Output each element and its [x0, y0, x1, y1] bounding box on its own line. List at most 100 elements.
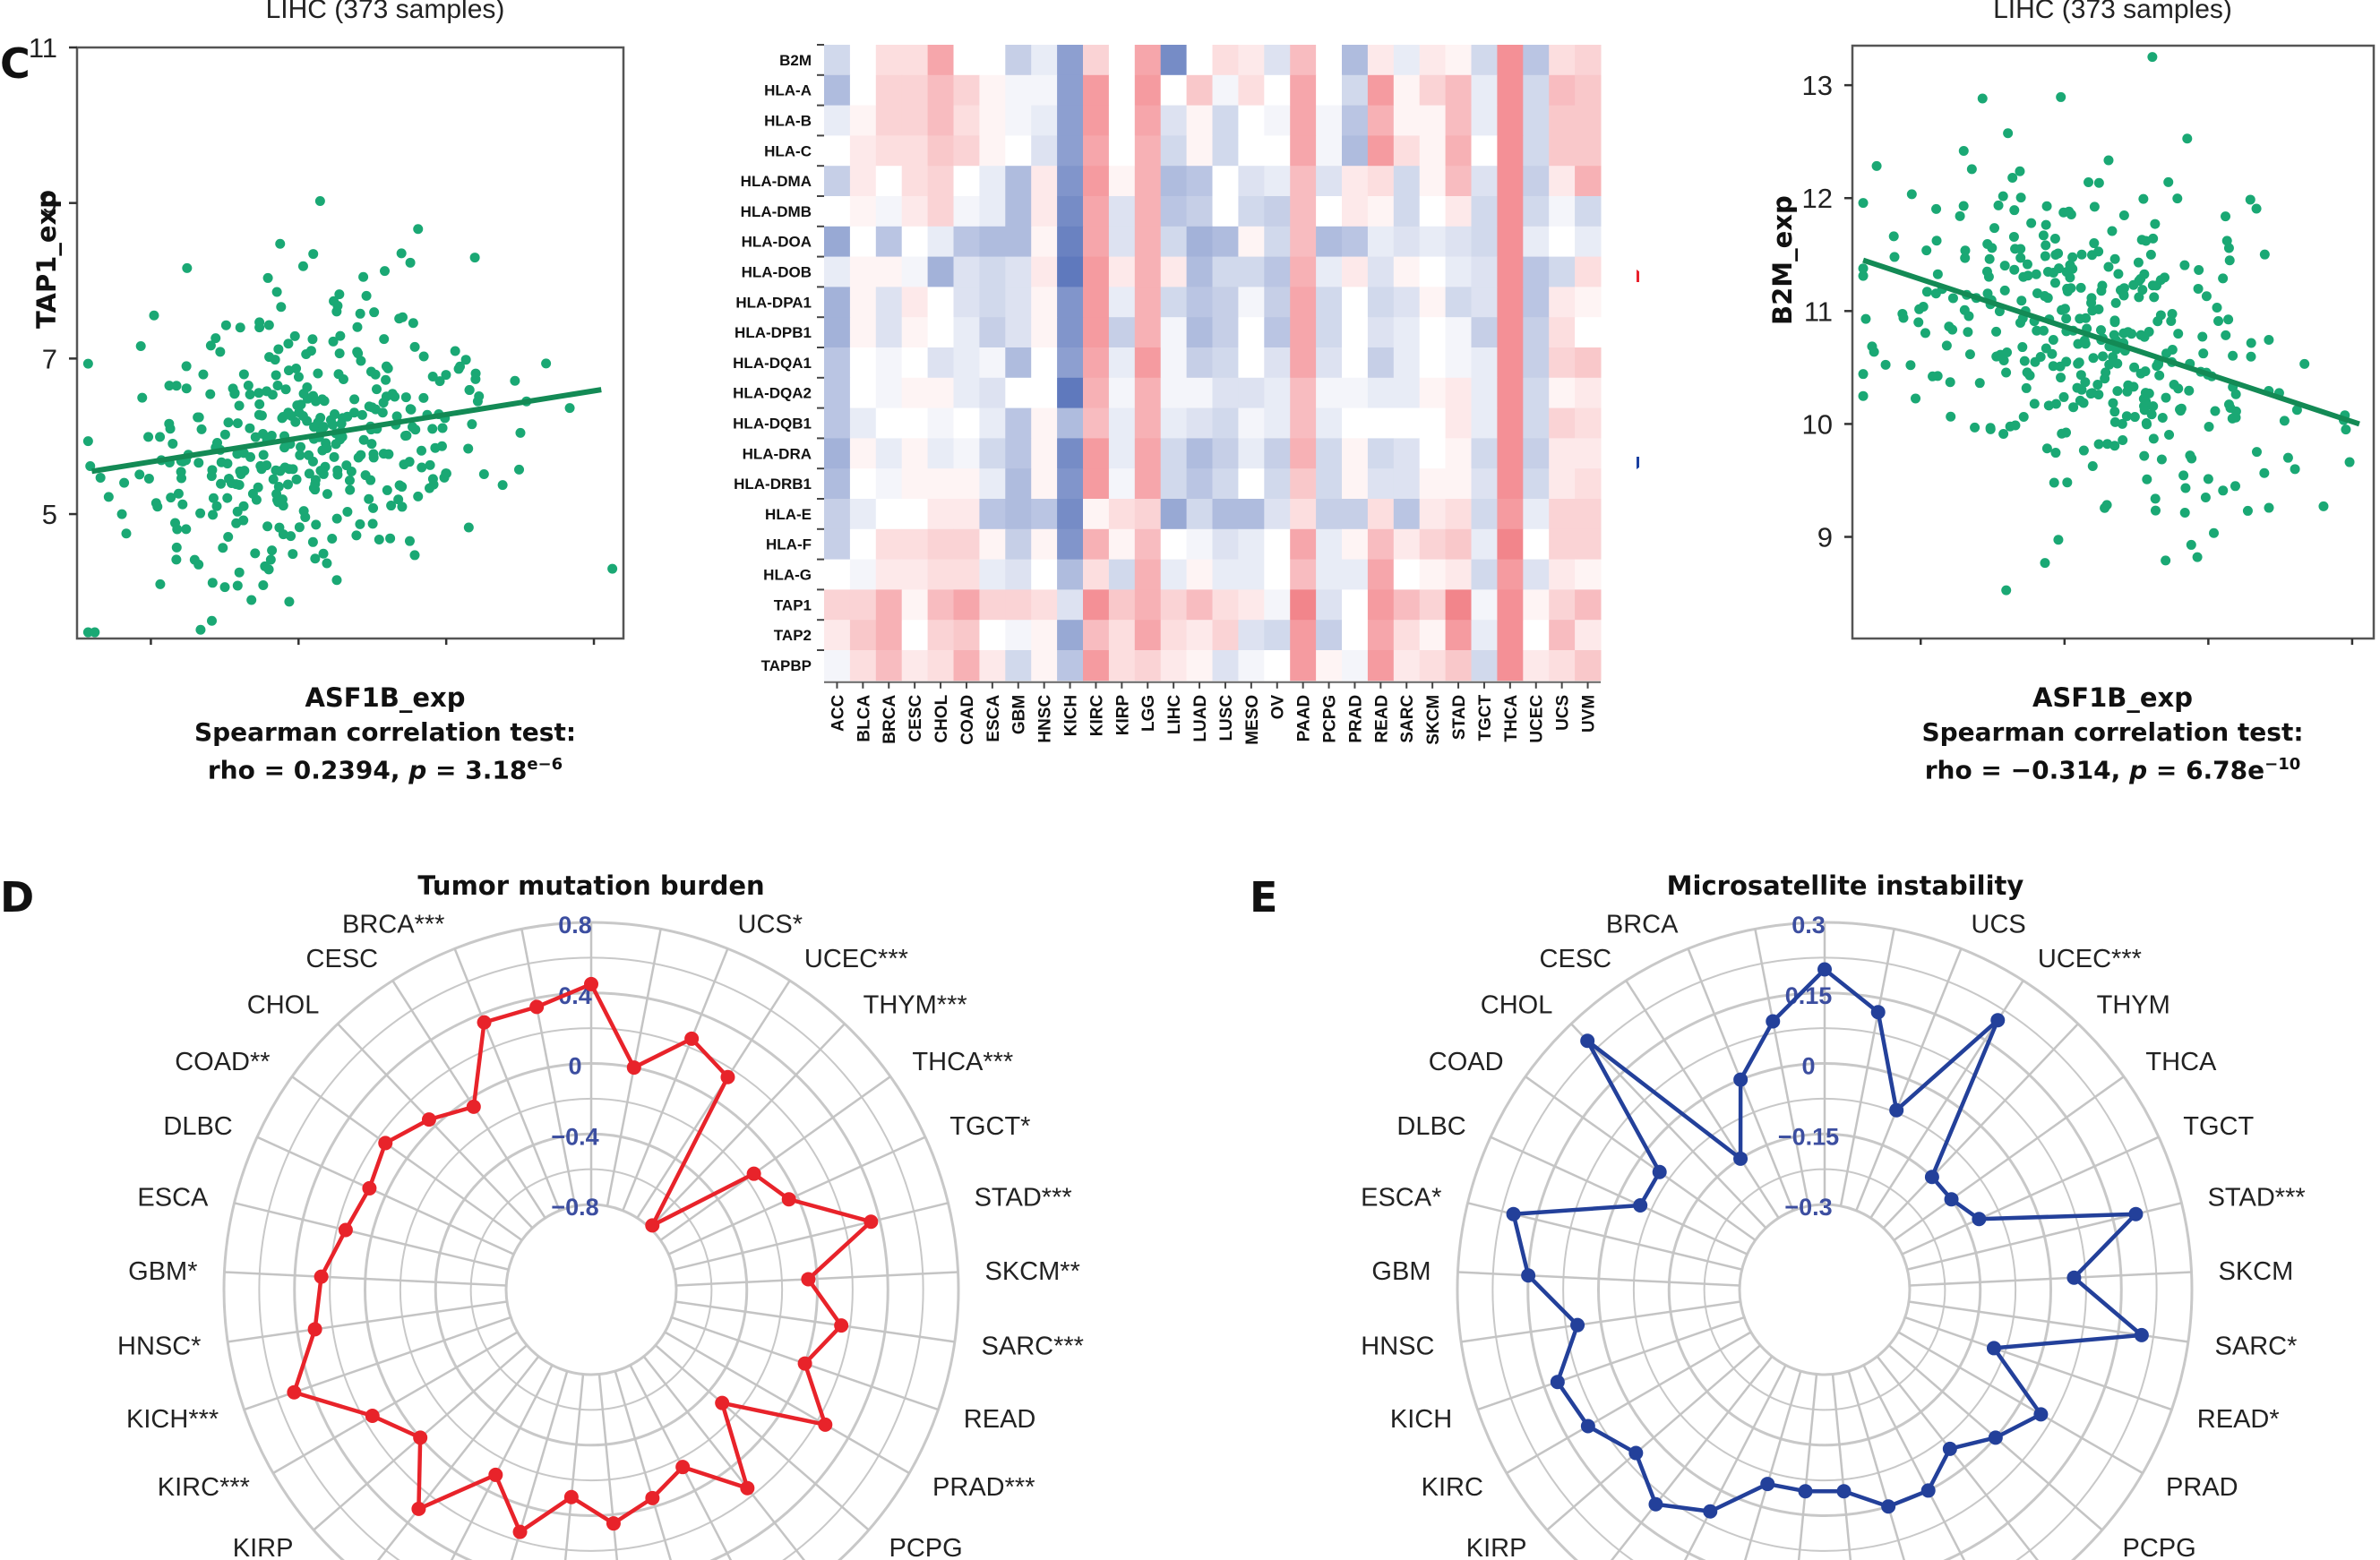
heatmap-cell: [824, 196, 851, 227]
data-point: [2092, 380, 2103, 390]
data-point: [2118, 210, 2129, 221]
heatmap-cell: [1316, 166, 1343, 197]
data-point: [365, 366, 376, 377]
heatmap-cell: [1186, 135, 1213, 167]
heatmap-cell: [1290, 196, 1317, 227]
heatmap-cell: [927, 45, 954, 76]
heatmap-cell: [1290, 650, 1317, 681]
heatmap-cell: [1393, 105, 1421, 136]
data-point: [315, 413, 326, 424]
heatmap-cell: [824, 620, 851, 651]
heatmap-cell: [1083, 559, 1110, 590]
data-point: [515, 427, 526, 438]
data-point: [258, 580, 269, 591]
heatmap-cell: [1316, 45, 1343, 76]
heatmap-cell: [1316, 377, 1343, 409]
data-point: [2142, 474, 2152, 484]
data-point: [469, 253, 480, 263]
heatmap-cell: [1523, 559, 1550, 590]
heatmap-cell: [1549, 226, 1576, 258]
data-point: [116, 509, 127, 519]
heatmap-cell: [1186, 620, 1213, 651]
heatmap-cell: [1549, 45, 1576, 76]
heatmap-cell: [1083, 468, 1110, 500]
radar-category-label: SKCM: [2219, 1257, 2294, 1286]
data-point: [282, 479, 293, 490]
data-point: [1999, 285, 2010, 296]
data-point: [298, 506, 309, 517]
heatmap-cell: [1316, 650, 1343, 681]
data-point: [2341, 424, 2351, 435]
heatmap-cell: [1264, 438, 1291, 469]
heatmap-cell: [1419, 317, 1447, 348]
heatmap-row-label: HLA-B: [764, 113, 812, 130]
data-point: [2259, 467, 2270, 478]
data-point: [396, 248, 407, 259]
data-point: [265, 554, 276, 565]
data-point: [2230, 481, 2240, 492]
radar-data-point: [1889, 1102, 1904, 1118]
data-point: [279, 462, 290, 473]
heatmap-cell: [824, 438, 851, 469]
data-point: [2064, 206, 2075, 217]
y-tick-label: 12: [1802, 183, 1833, 214]
data-point: [311, 396, 322, 407]
heatmap-cell: [979, 317, 1006, 348]
data-point: [358, 434, 369, 445]
radar-spoke: [227, 1300, 508, 1343]
data-point: [361, 290, 372, 301]
data-point: [307, 536, 318, 547]
radar-category-label: UVM: [666, 913, 723, 918]
heatmap-cell: [1445, 559, 1472, 590]
radar-spoke: [1477, 1316, 1745, 1411]
heatmap-cell: [1497, 317, 1524, 348]
data-point: [273, 344, 284, 355]
heatmap-cell: [1238, 468, 1265, 500]
heatmap-cell: [1186, 45, 1213, 76]
data-point: [467, 419, 477, 430]
scatter-tap1-xlabel: ASF1B_exp: [305, 682, 466, 713]
heatmap-cell: [849, 559, 877, 590]
heatmap-cell: [824, 559, 851, 590]
heatmap-cell: [1238, 105, 1265, 136]
heatmap-col-label: LGG: [1139, 695, 1158, 732]
data-point: [277, 494, 288, 505]
data-point: [2103, 261, 2114, 272]
heatmap-cell: [1057, 499, 1084, 530]
scatter-tap1-stat-values: rho = 0.2394, p = 3.18e−6: [207, 755, 563, 785]
data-point: [1931, 236, 1942, 246]
heatmap-cell: [1575, 196, 1602, 227]
radar-data-point: [307, 1322, 322, 1337]
heatmap-cell: [1134, 589, 1162, 621]
heatmap-cell: [1212, 650, 1239, 681]
data-point: [450, 346, 460, 356]
heatmap-cell: [979, 438, 1006, 469]
data-point: [2056, 373, 2066, 383]
heatmap-row-label: HLA-DQA1: [733, 355, 812, 372]
heatmap-cell: [1186, 256, 1213, 287]
heatmap-row-label: HLA-DRA: [743, 445, 812, 462]
data-point: [2089, 238, 2100, 249]
radar-category-label: UCEC***: [2038, 945, 2142, 973]
data-point: [286, 531, 296, 542]
radar-data-point: [720, 1069, 735, 1084]
radar-data-point: [488, 1467, 503, 1482]
data-point: [2059, 304, 2070, 314]
data-point: [245, 423, 255, 433]
heatmap-cell: [1031, 287, 1058, 318]
data-point: [2175, 406, 2186, 416]
heatmap-cell: [1342, 74, 1369, 107]
data-point: [143, 473, 154, 484]
data-point: [1998, 191, 2008, 201]
heatmap-cell: [1497, 559, 1524, 590]
data-point: [2053, 535, 2064, 545]
heatmap-cell: [1445, 407, 1472, 439]
data-point: [2041, 240, 2051, 251]
heatmap-cell: [1186, 559, 1213, 590]
heatmap-cell: [1005, 256, 1032, 287]
heatmap-cell: [1316, 589, 1343, 621]
heatmap-cell: [1005, 317, 1032, 348]
data-point: [2246, 338, 2256, 348]
heatmap-cell: [1549, 499, 1576, 530]
heatmap-cell: [1186, 528, 1213, 561]
